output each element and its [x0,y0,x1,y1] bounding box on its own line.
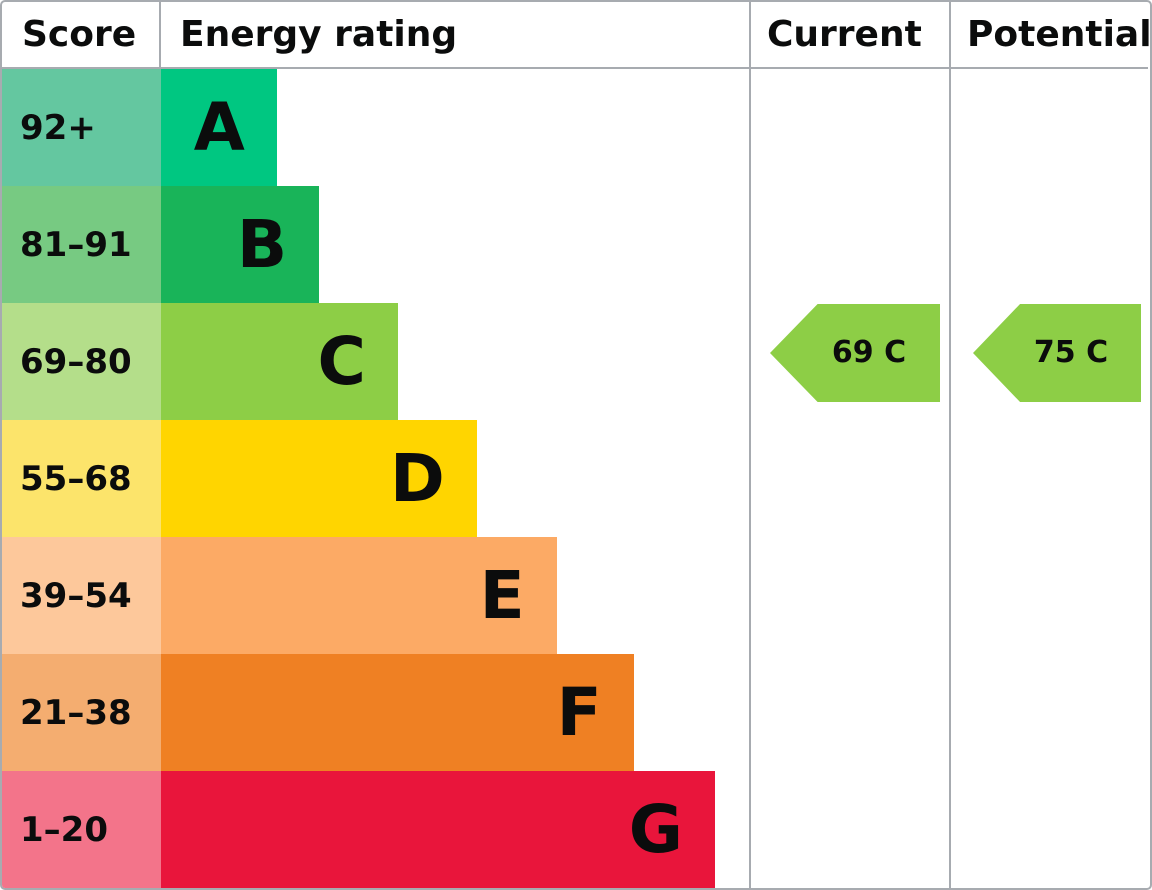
band-row-g: 1–20 G [2,771,749,888]
band-letter-f: F [556,673,602,751]
band-letter-b: B [236,205,288,283]
band-row-f: 21–38 F [2,654,749,771]
rating-bar-a: A [161,69,277,186]
band-row-c: 69–80 C [2,303,749,420]
rating-bands-section: Score Energy rating 92+ A 81–91 B 69–80 … [2,2,749,888]
score-range-f: 21–38 [2,654,161,771]
rating-bar-e: E [161,537,557,654]
score-range-a: 92+ [2,69,161,186]
band-letter-g: G [628,790,683,868]
score-range-d: 55–68 [2,420,161,537]
score-range-g: 1–20 [2,771,161,888]
current-rating-label: 69 C [831,335,907,370]
band-row-a: 92+ A [2,69,749,186]
band-row-b: 81–91 B [2,186,749,303]
band-row-e: 39–54 E [2,537,749,654]
col-header-current: Current [751,2,949,69]
rating-bar-d: D [161,420,477,537]
col-header-potential: Potential [951,2,1150,69]
rating-bar-c: C [161,303,398,420]
band-row-d: 55–68 D [2,420,749,537]
score-range-e: 39–54 [2,537,161,654]
band-letter-e: E [479,556,525,634]
score-range-c: 69–80 [2,303,161,420]
band-letter-a: A [193,88,245,166]
rating-bar-f: F [161,654,634,771]
potential-rating-label: 75 C [1033,335,1109,370]
current-column: Current 69 C [749,2,949,888]
potential-rating-arrow: 75 C [973,304,1141,402]
band-letter-d: D [389,439,445,517]
band-letter-c: C [317,322,366,400]
col-header-energy-rating: Energy rating [180,13,458,55]
potential-column: Potential 75 C [949,2,1150,888]
rating-bar-g: G [161,771,715,888]
col-header-score: Score [2,2,161,67]
chart-header-left: Score Energy rating [2,2,749,69]
current-rating-arrow: 69 C [770,304,940,402]
rating-bar-b: B [161,186,320,303]
score-range-b: 81–91 [2,186,161,303]
